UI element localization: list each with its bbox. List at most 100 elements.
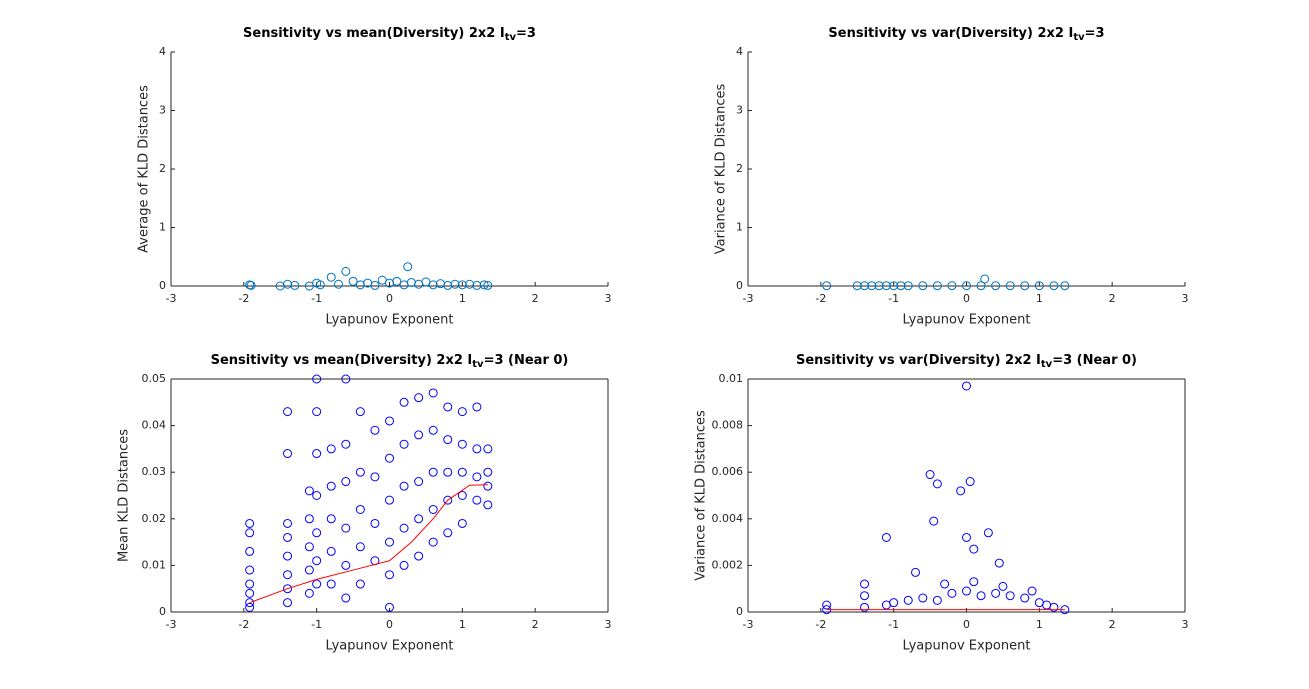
x-tick-label: -3 — [166, 292, 177, 305]
point — [245, 518, 255, 528]
point — [403, 262, 413, 272]
point — [312, 449, 322, 459]
point — [385, 416, 394, 426]
point — [457, 518, 467, 528]
point — [918, 593, 928, 603]
point — [483, 481, 493, 491]
point — [947, 588, 957, 598]
point — [465, 279, 475, 289]
point — [428, 280, 438, 290]
chart-title: Sensitivity vs var(Diversity) 2x2 Itv=3 … — [796, 353, 1137, 371]
point — [304, 514, 314, 524]
point — [428, 537, 438, 547]
point — [428, 388, 438, 398]
point — [991, 281, 1001, 291]
point — [334, 279, 344, 289]
x-tick-label: 1 — [459, 618, 466, 631]
point — [983, 528, 993, 538]
y-tick-label: 0 — [159, 279, 166, 292]
point — [385, 570, 394, 580]
point — [457, 407, 467, 417]
subplot: Sensitivity vs mean(Diversity) 2x2 Itv=3… — [117, 353, 612, 654]
title-subscript: tv — [1073, 32, 1085, 43]
point — [472, 280, 482, 290]
point — [889, 598, 899, 608]
title-subscript: tv — [472, 359, 484, 370]
point — [414, 279, 424, 289]
point — [1005, 281, 1015, 291]
x-tick-label: 3 — [1182, 292, 1189, 305]
point — [312, 407, 322, 417]
point — [283, 584, 293, 594]
point — [304, 486, 314, 496]
x-tick-label: 3 — [605, 292, 612, 305]
point — [980, 274, 990, 284]
point — [341, 560, 351, 570]
point — [962, 532, 971, 542]
point — [1020, 593, 1030, 603]
point — [355, 280, 365, 290]
point — [457, 280, 467, 290]
point — [304, 542, 314, 552]
point — [472, 402, 482, 412]
point — [399, 560, 409, 570]
x-tick-label: 2 — [532, 292, 539, 305]
point — [443, 495, 453, 505]
point — [414, 477, 424, 487]
y-tick-label: 0.01 — [719, 372, 744, 385]
y-axis-label: Mean KLD Distances — [117, 429, 132, 562]
point — [348, 276, 358, 286]
y-tick-label: 0.03 — [142, 465, 167, 478]
y-tick-label: 2 — [736, 162, 743, 175]
point — [312, 556, 322, 566]
point — [965, 477, 975, 487]
chart-title: Sensitivity vs var(Diversity) 2x2 Itv=3 — [828, 26, 1104, 44]
point — [867, 281, 877, 291]
title-subscript: tv — [1041, 359, 1053, 370]
point — [998, 581, 1008, 591]
point — [457, 439, 467, 449]
point — [370, 280, 380, 290]
point — [341, 523, 351, 533]
point — [483, 500, 493, 510]
point — [385, 453, 394, 463]
y-tick-label: 4 — [159, 45, 166, 58]
point — [355, 407, 365, 417]
point — [428, 467, 438, 477]
point — [355, 542, 365, 552]
y-tick-label: 3 — [159, 104, 166, 117]
point — [874, 281, 884, 291]
point — [355, 467, 365, 477]
point — [994, 558, 1004, 568]
point — [385, 602, 394, 612]
point — [283, 551, 293, 561]
x-tick-label: 1 — [1036, 618, 1043, 631]
point — [822, 281, 832, 291]
point — [245, 546, 255, 556]
point — [1042, 600, 1052, 610]
x-tick-label: 0 — [386, 292, 393, 305]
x-tick-label: 1 — [1036, 292, 1043, 305]
y-tick-label: 0.01 — [142, 558, 167, 571]
point — [443, 402, 453, 412]
point — [969, 544, 979, 554]
point — [947, 281, 957, 291]
point — [940, 579, 950, 589]
y-tick-label: 3 — [736, 104, 743, 117]
point — [414, 514, 424, 524]
x-tick-label: -2 — [238, 292, 249, 305]
x-tick-label: -3 — [743, 292, 754, 305]
point — [370, 425, 380, 435]
x-tick-label: -3 — [166, 618, 177, 631]
point — [991, 588, 1001, 598]
point — [881, 532, 891, 542]
y-tick-label: 0 — [159, 605, 166, 618]
title-text: Sensitivity vs mean(Diversity) 2x2 I — [211, 353, 473, 368]
y-tick-label: 4 — [736, 45, 743, 58]
point — [283, 598, 293, 608]
point — [385, 537, 394, 547]
x-tick-label: 3 — [605, 618, 612, 631]
point — [245, 588, 255, 598]
point — [406, 277, 416, 287]
